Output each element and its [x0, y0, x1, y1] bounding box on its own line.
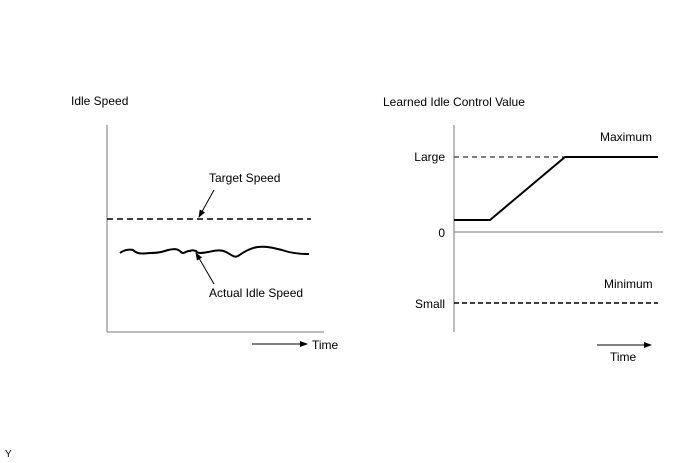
small-label: Small	[415, 297, 445, 311]
actual-idle-speed-line	[119, 245, 310, 258]
learned-idle-title: Learned Idle Control Value	[383, 95, 525, 109]
actual-idle-speed-label: Actual Idle Speed	[209, 286, 303, 300]
idle-speed-graph: Idle Speed Target Speed Actual Idle Spee…	[71, 94, 339, 352]
time-label: Time	[312, 338, 339, 352]
time-label: Time	[610, 350, 637, 364]
actual-idle-speed-arrow	[195, 252, 215, 285]
minimum-label: Minimum	[604, 277, 653, 291]
large-label: Large	[414, 150, 445, 164]
target-speed-arrow	[198, 189, 215, 218]
corner-mark: Y	[5, 449, 12, 460]
learned-value-line	[454, 156, 658, 221]
target-speed-label: Target Speed	[209, 171, 280, 185]
idle-speed-title: Idle Speed	[71, 94, 128, 108]
maximum-label: Maximum	[600, 130, 652, 144]
learned-idle-control-graph: Learned Idle Control Value Large 0 Small…	[383, 95, 663, 364]
zero-label: 0	[438, 226, 445, 240]
